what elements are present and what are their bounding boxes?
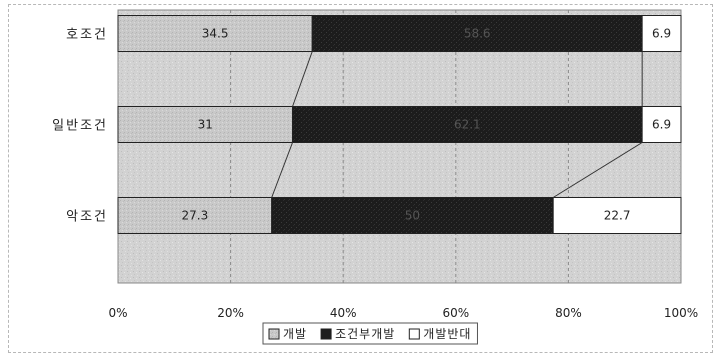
x-axis-tick-labels: 0% 20% 40% 60% 80% 100%	[108, 306, 698, 320]
bar-segment	[292, 106, 643, 143]
category-label: 호조건	[66, 28, 108, 43]
bar-segment	[117, 106, 294, 143]
data-label: 50	[405, 209, 420, 223]
plot-area	[117, 9, 682, 284]
data-label: 31	[198, 118, 213, 132]
bars	[117, 15, 682, 234]
legend-label: 개발반대	[423, 327, 471, 341]
legend-items: 개발 조건부개발 개발반대	[268, 327, 471, 341]
bar-segment	[271, 197, 554, 234]
legend-swatch	[268, 328, 280, 340]
data-label: 6.9	[652, 118, 671, 132]
x-tick-label: 80%	[555, 306, 582, 320]
chart-frame	[8, 4, 713, 353]
bar-segment	[552, 197, 682, 234]
data-label: 22.7	[604, 209, 631, 223]
legend-swatch	[408, 328, 420, 340]
legend-label: 조건부개발	[335, 327, 395, 341]
legend: 개발 조건부개발 개발반대	[262, 322, 478, 345]
data-label: 6.9	[652, 27, 671, 41]
value-labels: 34.5 58.6 6.9 31 62.1 6.9 27.3 50 22.7	[181, 27, 671, 223]
legend-box	[262, 322, 478, 345]
x-tick-label: 60%	[442, 306, 469, 320]
connector-lines	[271, 51, 643, 198]
series-connector-line	[552, 142, 643, 198]
category-label: 악조건	[66, 210, 108, 225]
legend-label: 개발	[283, 327, 307, 341]
bar-segment	[641, 106, 682, 143]
category-label: 일반조건	[52, 119, 108, 134]
bar-segment	[641, 15, 682, 52]
x-tick-label: 0%	[108, 306, 127, 320]
data-label: 34.5	[202, 27, 229, 41]
series-connector-line	[271, 142, 293, 198]
x-tick-label: 100%	[664, 306, 698, 320]
series-connector-line	[292, 51, 313, 107]
x-tick-label: 40%	[330, 306, 357, 320]
legend-swatch	[320, 328, 332, 340]
data-label: 58.6	[464, 27, 491, 41]
data-label: 62.1	[454, 118, 481, 132]
bar-segment	[117, 197, 273, 234]
x-tick-label: 20%	[217, 306, 244, 320]
data-label: 27.3	[181, 209, 208, 223]
bar-segment	[117, 15, 313, 52]
